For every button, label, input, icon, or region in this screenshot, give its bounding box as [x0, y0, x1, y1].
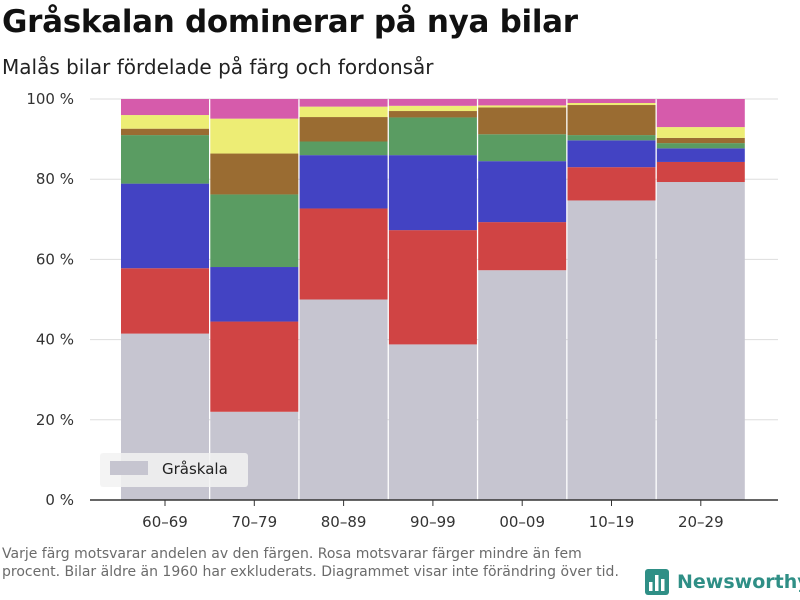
- bar-segment-6-60–69: [121, 115, 209, 129]
- y-tick-label: 80 %: [36, 170, 74, 188]
- bar-segment-7-10–19: [567, 99, 656, 104]
- bar-segment-4-20–29: [656, 143, 745, 149]
- legend: Gråskala: [100, 453, 248, 487]
- bar-segment-5-70–79: [210, 153, 299, 195]
- bar-segment-3-70–79: [210, 267, 299, 322]
- x-tick-label: 70–79: [231, 513, 277, 531]
- bar-segment-5-80–89: [299, 117, 388, 142]
- bar-segment-1-00–09: [478, 270, 567, 500]
- bar-segment-3-80–89: [299, 155, 388, 209]
- bar-segment-7-80–89: [299, 99, 388, 107]
- bar-segment-2-90–99: [388, 230, 477, 345]
- bar-segment-6-10–19: [567, 103, 656, 106]
- bar-segment-1-10–19: [567, 200, 656, 500]
- footnote: Varje färg motsvarar andelen av den färg…: [2, 546, 619, 580]
- bar-segment-6-20–29: [656, 127, 745, 138]
- y-tick-label: 20 %: [36, 411, 74, 429]
- bar-segment-2-70–79: [210, 321, 299, 412]
- bar-segment-2-10–19: [567, 167, 656, 201]
- bar-segment-1-90–99: [388, 344, 477, 500]
- bar-segment-6-00–09: [478, 105, 567, 108]
- x-tick-label: 60–69: [142, 513, 188, 531]
- bar-segment-3-20–29: [656, 148, 745, 162]
- bar-segment-4-60–69: [121, 135, 209, 184]
- bar-segment-4-70–79: [210, 194, 299, 268]
- chart-title: Gråskalan dominerar på nya bilar: [2, 4, 578, 40]
- bar-segment-2-60–69: [121, 268, 209, 334]
- stacked-bar-chart: 0 % 20 % 40 % 60 % 80 % 100 % 60–69 70–79 80–89 9…: [26, 90, 778, 531]
- legend-label: Gråskala: [162, 460, 228, 478]
- chart-subtitle: Malås bilar fördelade på färg och fordon…: [2, 55, 434, 79]
- y-tick-label: 0 %: [45, 491, 74, 509]
- bar-segment-5-20–29: [656, 137, 745, 144]
- bar-segment-1-80–89: [299, 299, 388, 500]
- bar-segment-5-10–19: [567, 105, 656, 136]
- legend-swatch: [110, 461, 148, 475]
- bar-segment-1-20–29: [656, 182, 745, 500]
- bar-segment-4-00–09: [478, 134, 567, 162]
- bar-segment-2-20–29: [656, 161, 745, 183]
- x-tick-label: 20–29: [678, 513, 724, 531]
- brand-logo[interactable]: Newsworthy: [645, 569, 800, 595]
- bar-segment-4-10–19: [567, 135, 656, 141]
- y-tick-label: 100 %: [26, 90, 74, 108]
- x-tick-label: 90–99: [410, 513, 456, 531]
- brand-name: Newsworthy: [677, 571, 800, 593]
- bar-chart-logo-icon: [645, 569, 669, 595]
- bar-segment-7-00–09: [478, 99, 567, 106]
- y-tick-label: 60 %: [36, 250, 74, 268]
- bar-segment-5-60–69: [121, 128, 209, 136]
- bar-segment-4-90–99: [388, 117, 477, 156]
- bar-segment-3-10–19: [567, 140, 656, 168]
- bar-segment-4-80–89: [299, 141, 388, 156]
- bar-segment-3-60–69: [121, 183, 209, 269]
- bar-segment-5-00–09: [478, 107, 567, 135]
- x-tick-label: 80–89: [321, 513, 367, 531]
- bar-segment-3-90–99: [388, 155, 477, 231]
- bar-segment-6-70–79: [210, 118, 299, 154]
- bar-segment-5-90–99: [388, 111, 477, 118]
- bar-segment-7-70–79: [210, 99, 299, 119]
- bar-segment-6-80–89: [299, 106, 388, 118]
- bar-segment-7-20–29: [656, 99, 745, 128]
- y-tick-label: 40 %: [36, 331, 74, 349]
- bar-segment-2-80–89: [299, 208, 388, 300]
- axes: 0 % 20 % 40 % 60 % 80 % 100 % 60–69 70–79 80–89 9…: [26, 90, 778, 531]
- bar-segment-7-60–69: [121, 99, 209, 116]
- bar-segment-6-90–99: [388, 105, 477, 112]
- x-tick-label: 00–09: [499, 513, 545, 531]
- bar-segment-2-00–09: [478, 222, 567, 271]
- bars: [121, 99, 745, 500]
- x-tick-label: 10–19: [589, 513, 635, 531]
- bar-segment-3-00–09: [478, 161, 567, 223]
- bar-segment-7-90–99: [388, 99, 477, 106]
